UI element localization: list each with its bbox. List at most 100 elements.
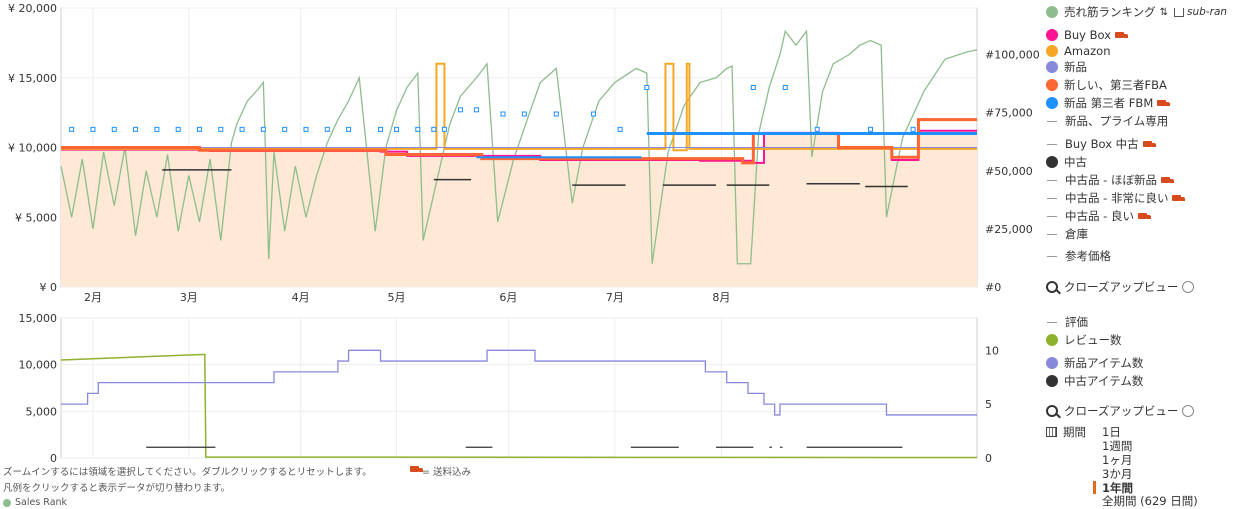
sub-ranks-label[interactable]: sub-ran — [1187, 6, 1228, 18]
range-option-1m[interactable]: 1ヶ月 — [1102, 453, 1133, 467]
truck-icon — [1142, 140, 1157, 149]
legend-used-very-good-label: 中古品 - 非常に良い — [1065, 191, 1169, 205]
review-count-dot-icon — [1046, 334, 1058, 346]
fbm-point — [415, 126, 421, 132]
fbm-point — [239, 126, 245, 132]
x-tick-label: 8月 — [712, 291, 730, 304]
dash-icon — [1047, 143, 1057, 145]
legend-used-offer-count-label: 中古アイテム数 — [1064, 374, 1144, 388]
x-tick-label: 7月 — [606, 291, 624, 304]
sub-plot-area[interactable] — [60, 317, 978, 459]
price-area-fill — [61, 130, 977, 287]
review-count-line — [60, 353, 978, 459]
fbm-point — [553, 111, 559, 117]
used-offer-count-dot-icon — [1046, 375, 1058, 387]
y-right-tick-label: #75,000 — [985, 107, 1033, 120]
closeup-toggle[interactable]: クローズアップビュー — [1046, 278, 1195, 296]
fbm-point — [591, 111, 597, 117]
fbm-point — [133, 126, 139, 132]
legend-review-count[interactable]: レビュー数 — [1046, 331, 1122, 349]
sales-rank-dot-icon — [3, 499, 11, 507]
sub-chart[interactable]: 0 5,000 10,000 15,000 0 5 10 — [19, 312, 1000, 465]
y-left-tick-label: 5,000 — [26, 405, 58, 418]
fbm-point — [346, 126, 352, 132]
dash-icon — [1047, 233, 1057, 235]
legend-buy-box[interactable]: Buy Box — [1046, 26, 1129, 44]
fbm-point — [617, 126, 623, 132]
fbm-point — [431, 126, 437, 132]
closeup2-label: クローズアップビュー — [1064, 404, 1179, 418]
y-right-tick-label: #100,000 — [985, 49, 1040, 62]
search-icon — [1046, 405, 1058, 417]
range-option-all[interactable]: 全期間 (629 日間) — [1102, 494, 1198, 508]
legend-buy-box-used[interactable]: Buy Box 中古 — [1046, 135, 1157, 153]
range-active-indicator — [1093, 481, 1096, 494]
fbm-point — [324, 126, 330, 132]
fbm-point — [750, 85, 756, 91]
legend-used-offer-count[interactable]: 中古アイテム数 — [1046, 372, 1143, 390]
legend-hint: 凡例をクリックすると表示データが切り替わります。 — [3, 483, 231, 494]
y-right-tick-label: #25,000 — [985, 223, 1033, 236]
legend-used[interactable]: 中古 — [1046, 153, 1087, 171]
amazon-dot-icon — [1046, 45, 1058, 57]
y-left-tick-label: ¥ 15,000 — [8, 72, 57, 85]
y-right-tick-label: #0 — [985, 281, 1001, 294]
range-option-1d[interactable]: 1日 — [1102, 425, 1121, 439]
truck-icon — [410, 465, 424, 474]
legend-new[interactable]: 新品 — [1046, 58, 1087, 76]
legend-new-fba-label: 新しい、第三者FBA — [1064, 78, 1167, 92]
legend-new-fbm[interactable]: 新品 第三者 FBM — [1046, 94, 1171, 112]
legend-used-very-good[interactable]: 中古品 - 非常に良い — [1046, 189, 1186, 207]
legend-new-fbm-label: 新品 第三者 FBM — [1064, 96, 1154, 110]
fbm-point — [196, 126, 202, 132]
range-heading: 期間 — [1046, 423, 1086, 441]
range-label: 期間 — [1063, 425, 1086, 439]
legend-new-offer-count-label: 新品アイテム数 — [1064, 356, 1144, 370]
toggle-icon[interactable] — [1182, 405, 1195, 417]
sort-icon[interactable]: ⇅ — [1159, 6, 1169, 18]
main-chart[interactable]: 2月 3月 4月 5月 6月 7月 8月 ¥ 0 ¥ 5,000 ¥ 10,000 ¥ 15,000… — [8, 2, 1040, 304]
fbm-point — [282, 126, 288, 132]
truck-icon — [1157, 99, 1171, 108]
fbm-point — [814, 126, 820, 132]
range-option-1y[interactable]: 1年間 — [1102, 481, 1134, 495]
fbm-point — [441, 126, 447, 132]
legend-sales-rank[interactable]: 売れ筋ランキング ⇅ sub-ran — [1046, 3, 1227, 21]
legend-list-price[interactable]: 参考価格 — [1046, 247, 1111, 265]
legend-warehouse[interactable]: 倉庫 — [1046, 225, 1088, 243]
fbm-point — [303, 126, 309, 132]
y-right-tick-label: #50,000 — [985, 165, 1033, 178]
sitemap-icon[interactable] — [1174, 7, 1185, 17]
y-left-tick-label: 0 — [50, 452, 57, 465]
fbm-point — [378, 126, 384, 132]
fbm-point — [154, 126, 160, 132]
range-option-1w[interactable]: 1週間 — [1102, 439, 1133, 453]
fbm-point — [457, 107, 463, 113]
legend-new-label: 新品 — [1064, 60, 1087, 74]
fbm-point — [111, 126, 117, 132]
closeup-toggle-2[interactable]: クローズアップビュー — [1046, 402, 1195, 420]
legend-new-offer-count[interactable]: 新品アイテム数 — [1046, 354, 1143, 372]
buy-box-dot-icon — [1046, 29, 1058, 41]
used-dot-icon — [1046, 156, 1058, 168]
legend-new-fba[interactable]: 新しい、第三者FBA — [1046, 76, 1167, 94]
fbm-point — [260, 126, 266, 132]
legend-used-good[interactable]: 中古品 - 良い — [1046, 207, 1152, 225]
toggle-icon[interactable] — [1182, 281, 1195, 293]
dash-icon — [1047, 179, 1057, 181]
legend-new-prime[interactable]: 新品、プライム専用 — [1046, 112, 1168, 130]
new-fba-dot-icon — [1046, 79, 1058, 91]
fba-line — [61, 118, 977, 165]
dash-icon — [1047, 215, 1057, 217]
shipping-note: = 送料込み — [422, 467, 471, 478]
legend-used-like-new[interactable]: 中古品 - ほぼ新品 — [1046, 171, 1175, 189]
truck-icon — [1160, 176, 1175, 185]
legend-rating[interactable]: 評価 — [1046, 313, 1088, 331]
fbm-point — [394, 126, 400, 132]
dash-icon — [1047, 321, 1057, 323]
legend-amazon[interactable]: Amazon — [1046, 42, 1110, 60]
range-option-3m[interactable]: 3か月 — [1102, 467, 1133, 481]
y-left-tick-label: 10,000 — [19, 359, 58, 372]
zoom-hint: ズームインするには領域を選択してください。ダブルクリックするとリセットします。 — [3, 467, 372, 478]
